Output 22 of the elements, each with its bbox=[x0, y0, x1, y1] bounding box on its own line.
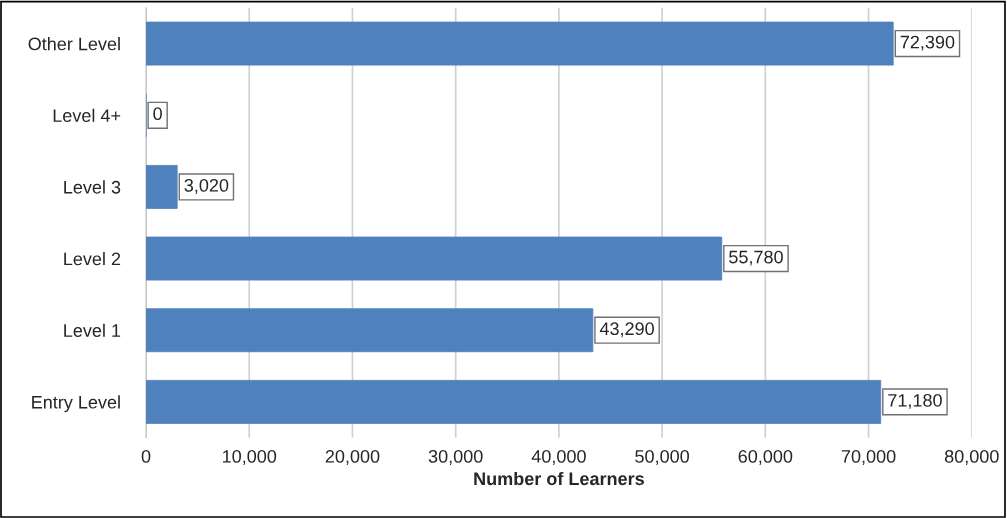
y-tick-label: Level 3 bbox=[64, 180, 121, 194]
data-label: 3,020 bbox=[184, 178, 229, 194]
data-label: 43,290 bbox=[599, 322, 654, 338]
x-tick-label: 60,000 bbox=[738, 449, 793, 465]
data-label: 55,780 bbox=[729, 250, 783, 266]
y-tick-label: Other Level bbox=[28, 37, 120, 51]
x-tick-label: 40,000 bbox=[531, 449, 586, 465]
data-label: 72,390 bbox=[900, 35, 955, 51]
y-tick-label: Entry Level bbox=[32, 395, 120, 413]
x-tick-label: 70,000 bbox=[841, 449, 896, 465]
y-tick-label: Level 2 bbox=[64, 252, 121, 266]
y-tick-label: Level 4+ bbox=[53, 108, 121, 122]
x-tick-label: 50,000 bbox=[635, 449, 690, 465]
x-tick-label: 30,000 bbox=[428, 449, 483, 465]
x-tick-label: 10,000 bbox=[223, 449, 277, 465]
x-axis-title: Number of Learners bbox=[474, 471, 644, 486]
x-tick-label: 80,000 bbox=[944, 449, 999, 465]
x-tick-label: 20,000 bbox=[325, 449, 380, 465]
y-tick-label: Level 1 bbox=[64, 323, 121, 337]
data-label: 71,180 bbox=[888, 393, 942, 409]
data-label: 0 bbox=[153, 107, 162, 121]
x-tick-label: 0 bbox=[141, 449, 151, 463]
